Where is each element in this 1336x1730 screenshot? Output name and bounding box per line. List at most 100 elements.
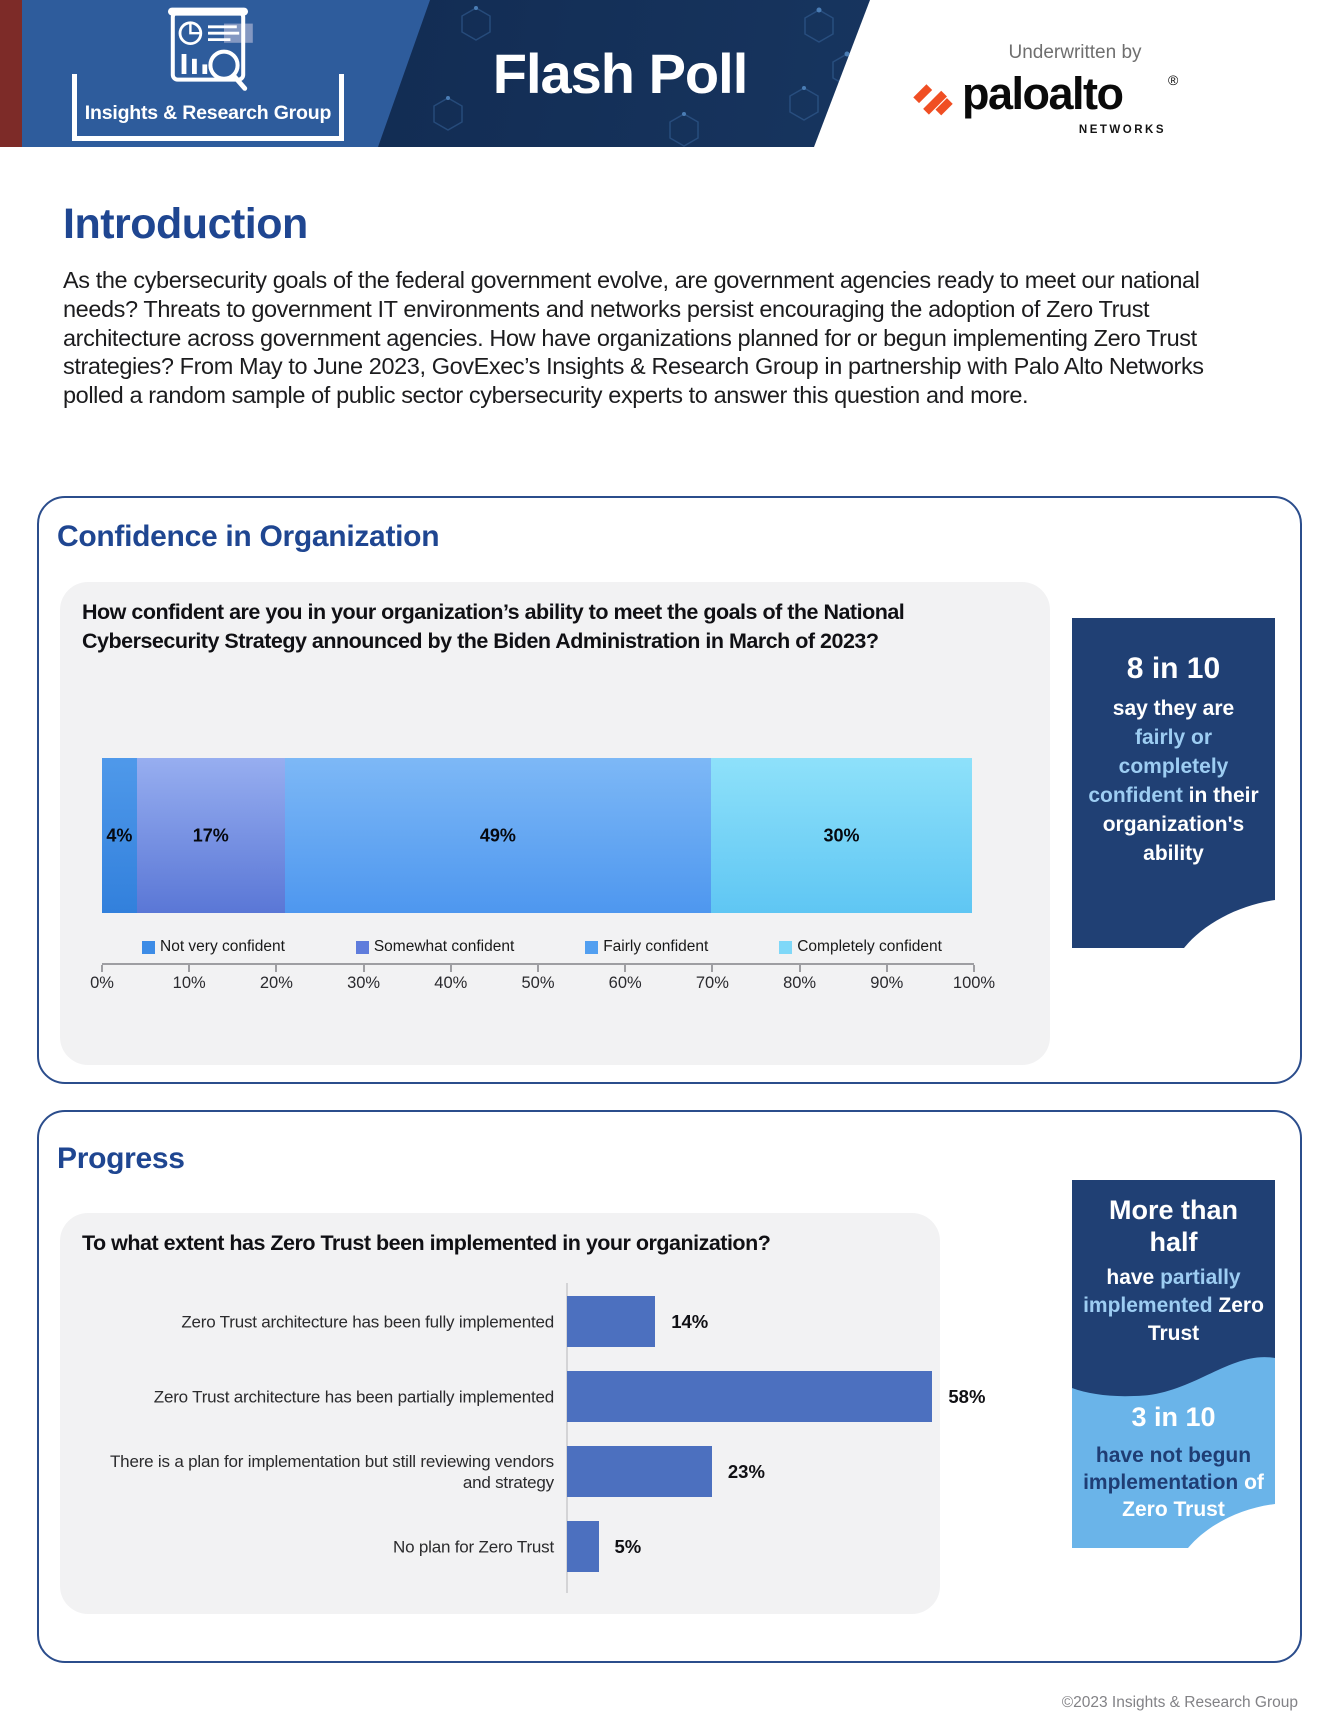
stacked-segment: 49%: [284, 758, 711, 913]
axis-tick-label: 20%: [259, 974, 293, 992]
legend-swatch-icon: [355, 940, 369, 954]
axis-tick-label: 50%: [521, 974, 555, 992]
insights-research-logo-icon: [168, 7, 253, 91]
callout-text: have: [1106, 1266, 1161, 1289]
legend-swatch-icon: [585, 940, 599, 954]
axis-tick: [885, 965, 888, 972]
axis-tick: [275, 965, 278, 972]
progress-question: To what extent has Zero Trust been imple…: [82, 1231, 771, 1255]
axis-tick-label: 0%: [90, 974, 114, 992]
axis-tick: [362, 965, 365, 972]
callout-text: in their organization's ability: [1102, 784, 1259, 865]
callout-text: Zero Trust: [1147, 1294, 1264, 1345]
sponsor-sub-name: NETWORKS: [1078, 124, 1166, 136]
bar-row: There is a plan for implementation but s…: [60, 1437, 940, 1507]
bar-value-label: 14%: [671, 1311, 709, 1332]
wave-divider-icon: [1072, 1350, 1275, 1397]
axis-tick: [101, 965, 103, 972]
callout-title: 8 in 10: [1126, 652, 1221, 685]
callout-text: say they are: [1112, 697, 1235, 720]
legend-item: Completely confident: [779, 938, 942, 956]
axis-tick-label: 70%: [695, 974, 729, 992]
axis-tick: [798, 965, 801, 972]
bar-value-label: 5%: [614, 1536, 642, 1557]
bar: [567, 1371, 933, 1422]
axis-tick: [537, 965, 539, 972]
progress-question-card: To what extent has Zero Trust been imple…: [60, 1213, 985, 1614]
axis-tick-label: 30%: [347, 974, 381, 992]
callout-title: 3 in 10: [1131, 1402, 1216, 1432]
header-banner: Flash Poll Insights & Research Group: [0, 0, 1336, 147]
callout-8-in-10: 8 in 10 say they are fairly or completel…: [1072, 618, 1275, 948]
axis-tick: [973, 965, 975, 972]
confidence-heading: Confidence in Organization: [57, 520, 440, 553]
flash-poll-title: Flash Poll: [492, 42, 749, 105]
chart-legend: Not very confident Somewhat confident Fair…: [142, 938, 942, 956]
legend-item: Fairly confident: [585, 938, 708, 956]
legend-label: Completely confident: [797, 938, 942, 955]
registered-mark: ®: [1168, 72, 1179, 88]
legend-swatch-icon: [142, 940, 155, 954]
segment-value-label: 30%: [823, 825, 860, 845]
axis-tick-label: 80%: [783, 974, 817, 992]
logo-bracket: [72, 74, 344, 141]
bar-chart: Zero Trust architecture has been fully i…: [60, 1213, 985, 1614]
bar-value-label: 23%: [727, 1461, 765, 1482]
paloalto-logo-icon: [913, 84, 953, 116]
segment-value-label: 4%: [106, 825, 133, 845]
confidence-question-card: How confident are you in your organizati…: [60, 582, 1050, 1065]
callout-emphasis-text: partially implemented: [1083, 1266, 1241, 1317]
stacked-segment: 4%: [102, 758, 137, 913]
legend-item: Not very confident: [142, 938, 285, 956]
corner-wave-cut-icon: [1188, 1504, 1275, 1548]
brand-name: Insights & Research Group: [84, 102, 332, 124]
callout-more-than-half: [1072, 1180, 1275, 1350]
axis-tick-label: 10%: [172, 974, 206, 992]
legend-label: Somewhat confident: [373, 938, 515, 955]
chart-baseline: [566, 1283, 568, 1593]
segment-value-label: 49%: [479, 825, 516, 845]
progress-callouts: More than half have partially implemente…: [1072, 1180, 1275, 1548]
bar-value-label: 58%: [948, 1386, 986, 1407]
callout-emphasis-text: fairly or completely confident: [1088, 726, 1229, 807]
legend-label: Fairly confident: [603, 938, 709, 955]
axis-tick: [624, 965, 627, 972]
corner-wave-cut-icon: [1184, 900, 1275, 948]
intro-heading: Introduction: [63, 200, 308, 248]
sponsor-name: paloalto: [962, 68, 1124, 119]
bar-row: Zero Trust architecture has been partial…: [60, 1362, 985, 1432]
underwritten-by-label: Underwritten by: [1008, 42, 1142, 63]
bar-category-label: No plan for Zero Trust: [393, 1537, 554, 1557]
axis-tick-label: 60%: [608, 974, 642, 992]
legend-item: Somewhat confident: [355, 938, 515, 956]
axis-tick: [711, 965, 714, 972]
sponsor-block: Underwritten by paloalto ® NETWORKS: [880, 42, 1200, 142]
legend-label: Not very confident: [160, 938, 285, 955]
axis-tick-label: 90%: [870, 974, 904, 992]
axis-tick-label: 40%: [434, 974, 468, 992]
axis-tick: [449, 965, 452, 972]
confidence-question: How confident are you in your organizati…: [82, 600, 905, 653]
intro-paragraph: As the cybersecurity goals of the federa…: [63, 267, 1204, 409]
callout-text: of Zero Trust: [1122, 1471, 1264, 1521]
progress-heading: Progress: [57, 1142, 185, 1175]
bar: [567, 1296, 656, 1347]
bar-category-label: Zero Trust architecture has been partial…: [153, 1387, 554, 1407]
bar-category-label: There is a plan for implementation but s…: [110, 1452, 554, 1492]
bar-row: Zero Trust architecture has been fully i…: [60, 1287, 940, 1357]
bar: [567, 1521, 599, 1572]
stacked-segment: 17%: [136, 758, 285, 913]
axis-tick-label: 100%: [952, 974, 996, 992]
bar-row: No plan for Zero Trust 5%: [60, 1512, 940, 1582]
callout-emphasis-text: have not begun implementation: [1083, 1444, 1252, 1494]
brand-logo: Insights & Research Group: [60, 0, 360, 147]
chart-x-axis: 0% 10% 20% 30% 40% 50% 60% 70% 80% 90% 100%: [90, 963, 995, 995]
callout-body: have not begun implementation of Zero Tr…: [1078, 1442, 1269, 1523]
bar: [567, 1446, 712, 1497]
bar-category-label: Zero Trust architecture has been fully i…: [181, 1312, 554, 1332]
callout-body: say they are fairly or completely confid…: [1085, 694, 1262, 868]
stacked-bar-chart: 4% 17% 49% 30%: [102, 758, 972, 913]
header-navy-band: Flash Poll: [378, 0, 870, 147]
callout-body: have partially implemented Zero Trust: [1078, 1264, 1269, 1348]
